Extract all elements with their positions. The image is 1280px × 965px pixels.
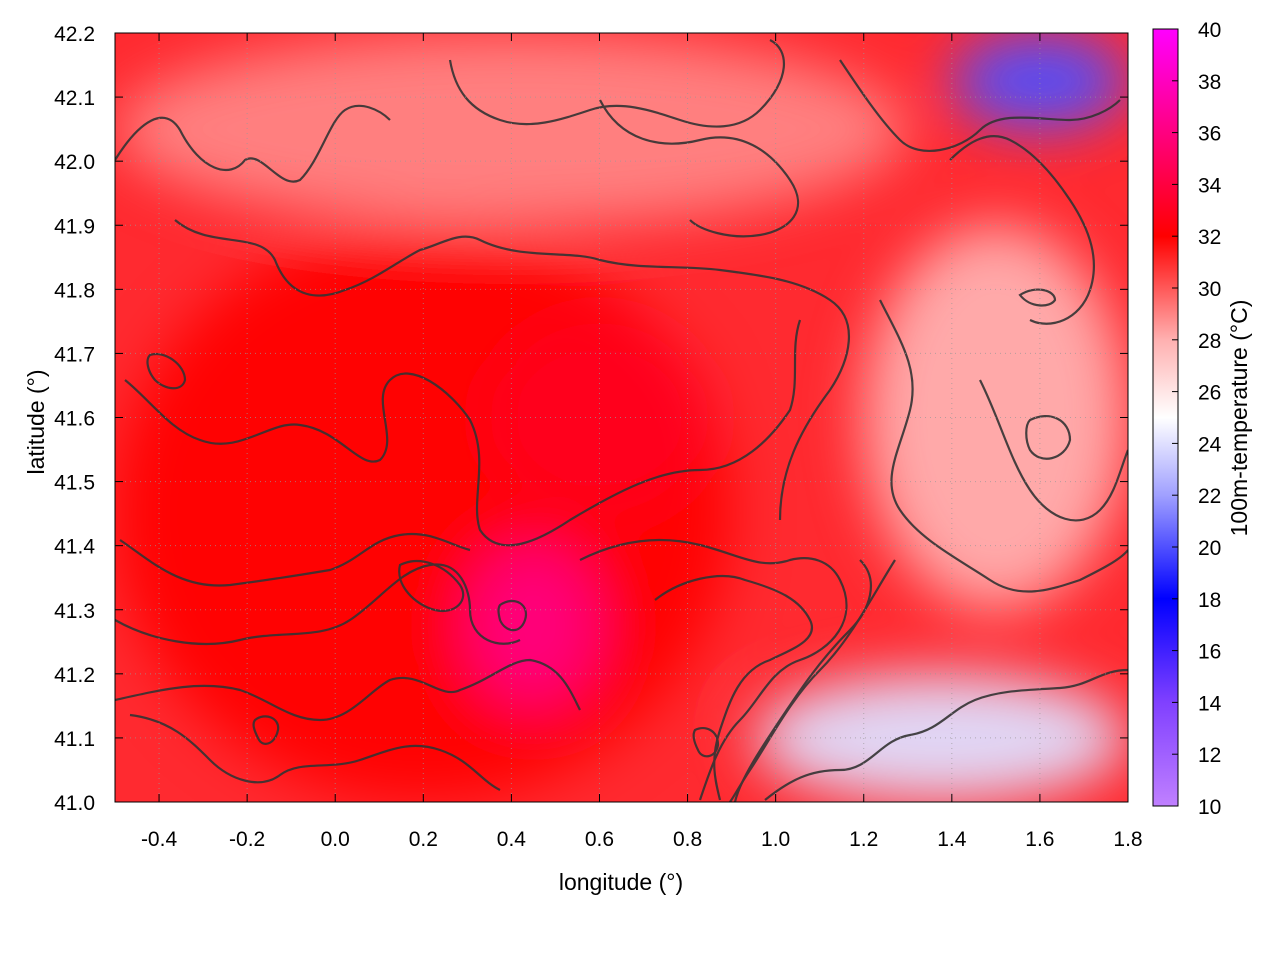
x-tick-label: 0.8 bbox=[673, 828, 702, 851]
heat-region-north-hills bbox=[115, 33, 908, 226]
x-tick-label: 0.2 bbox=[409, 828, 438, 851]
contour-line bbox=[115, 104, 391, 183]
colorbar-tick-label: 28 bbox=[1198, 330, 1221, 353]
y-tick-label: 42.2 bbox=[54, 23, 95, 46]
colorbar-tick-label: 14 bbox=[1198, 692, 1222, 715]
colorbar bbox=[1152, 28, 1179, 807]
coastline bbox=[764, 668, 1128, 801]
y-tick-label: 42.0 bbox=[54, 151, 95, 174]
heat-region-pyrenees-north bbox=[951, 33, 1128, 130]
x-tick-label: 0.4 bbox=[497, 828, 527, 851]
contour-line bbox=[579, 538, 848, 801]
y-tick-label: 41.9 bbox=[54, 215, 95, 238]
contour-line bbox=[129, 713, 501, 791]
x-tick-label: 0.6 bbox=[585, 828, 614, 851]
contour-line bbox=[1025, 415, 1072, 460]
x-axis-title: longitude (°) bbox=[559, 869, 683, 895]
contour-line bbox=[124, 319, 802, 547]
contour-line bbox=[115, 563, 521, 646]
y-tick-label: 41.4 bbox=[54, 536, 95, 559]
contour-line bbox=[497, 599, 528, 632]
contour-line bbox=[979, 379, 1128, 522]
colorbar-tick-label: 26 bbox=[1198, 382, 1221, 405]
contour-line bbox=[1018, 288, 1057, 307]
colorbar-tick-label: 16 bbox=[1198, 641, 1221, 664]
y-tick-label: 41.3 bbox=[54, 600, 95, 623]
y-tick-label: 41.5 bbox=[54, 472, 95, 495]
x-tick-label: 1.2 bbox=[849, 828, 878, 851]
contour-line bbox=[252, 715, 280, 745]
contour-lines bbox=[115, 39, 1128, 802]
y-tick-label: 41.2 bbox=[54, 664, 95, 687]
x-tick-label: 0.0 bbox=[321, 828, 350, 851]
heat-region-central-depression bbox=[489, 321, 710, 514]
colorbar-tick-label: 40 bbox=[1198, 19, 1221, 42]
colorbar-tick-label: 34 bbox=[1198, 174, 1222, 197]
contour-line bbox=[879, 299, 1128, 593]
y-axis-title: latitude (°) bbox=[23, 369, 49, 474]
x-tick-label: 1.6 bbox=[1025, 828, 1054, 851]
contour-line bbox=[115, 658, 581, 722]
contour-line bbox=[949, 135, 1095, 325]
colorbar-tick-label: 18 bbox=[1198, 589, 1221, 612]
colorbar-tick-label: 24 bbox=[1198, 433, 1222, 456]
y-tick-label: 41.7 bbox=[54, 343, 95, 366]
colorbar-tick-label: 32 bbox=[1198, 226, 1221, 249]
contour-line bbox=[733, 559, 872, 802]
colorbar-tick-label: 12 bbox=[1198, 744, 1221, 767]
contour-line bbox=[119, 532, 471, 587]
y-tick-label: 41.1 bbox=[54, 728, 95, 751]
contour-line bbox=[654, 574, 814, 801]
contour-line bbox=[174, 219, 851, 521]
x-tick-label: 1.4 bbox=[937, 828, 967, 851]
y-axis: 41.0 41.1 41.2 41.3 41.4 41.5 41.6 41.7 41.8 41.9… bbox=[54, 23, 1128, 815]
y-tick-label: 42.1 bbox=[54, 87, 95, 110]
colorbar-tick-label: 38 bbox=[1198, 71, 1221, 94]
colorbar-tick-label: 30 bbox=[1198, 278, 1221, 301]
colorbar-tick-label: 20 bbox=[1198, 537, 1221, 560]
contour-line bbox=[599, 99, 800, 238]
colorbar-title: 100m-temperature (°C) bbox=[1226, 300, 1252, 537]
x-tick-label: 1.8 bbox=[1113, 828, 1142, 851]
contour-line bbox=[839, 59, 1121, 152]
contour-line bbox=[398, 560, 465, 613]
contour-line bbox=[448, 39, 785, 128]
colorbar-tick-label: 10 bbox=[1198, 796, 1221, 819]
colorbar-axis: 10 12 14 16 18 20 22 24 26 28 30 32 34 36 38 40 bbox=[1172, 19, 1222, 819]
grid-lines bbox=[115, 33, 1128, 802]
contour-line bbox=[729, 559, 896, 802]
x-tick-label: -0.2 bbox=[229, 828, 265, 851]
y-tick-label: 41.0 bbox=[54, 792, 95, 815]
x-tick-label: -0.4 bbox=[141, 828, 178, 851]
colorbar-tick-label: 22 bbox=[1198, 485, 1221, 508]
colorbar-tick-label: 36 bbox=[1198, 123, 1221, 146]
y-tick-label: 41.6 bbox=[54, 408, 95, 431]
contour-line bbox=[146, 352, 187, 390]
contour-line bbox=[692, 727, 720, 758]
x-axis: -0.4 -0.2 0.0 0.2 0.4 0.6 0.8 1.0 1.2 1.4 1.6 1.8 bbox=[141, 33, 1143, 851]
plot-area bbox=[115, 33, 1128, 802]
y-tick-label: 41.8 bbox=[54, 279, 95, 302]
heat-region-low-valley-hot bbox=[467, 545, 600, 706]
x-tick-label: 1.0 bbox=[761, 828, 790, 851]
